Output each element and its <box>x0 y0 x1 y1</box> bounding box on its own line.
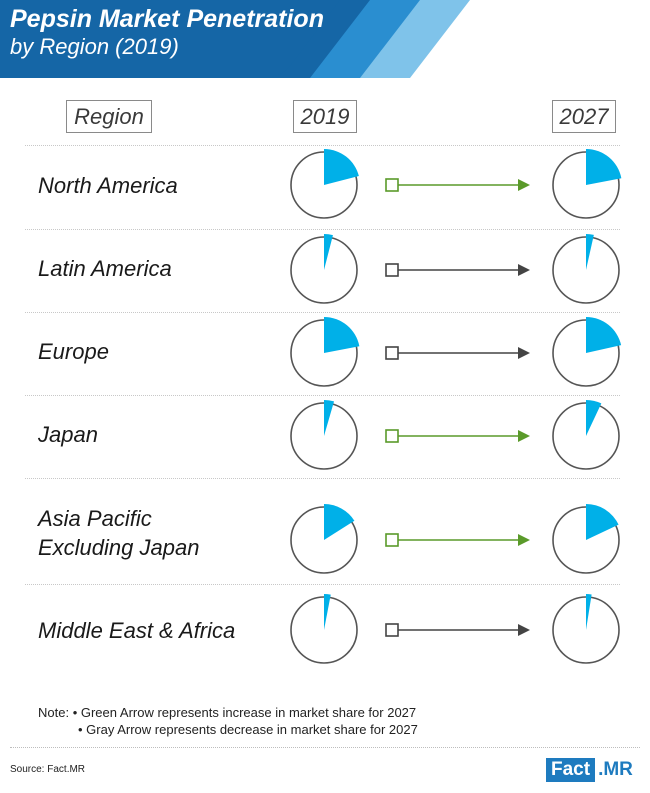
source-text: Source: Fact.MR <box>10 764 86 775</box>
arrow-head-latin-america <box>518 264 530 276</box>
row-divider <box>25 312 620 313</box>
pie-2019-europe-slice <box>324 317 360 353</box>
pie-2019-north-america-slice <box>324 149 359 185</box>
column-header-2027: 2027 <box>552 100 616 133</box>
arrow-start-japan <box>385 429 399 443</box>
arrow-head-europe <box>518 347 530 359</box>
logo-part-1: Fact <box>546 758 596 782</box>
note-gray-arrow: • Gray Arrow represents decrease in mark… <box>78 722 418 737</box>
chart-title: Pepsin Market Penetration <box>10 5 324 33</box>
region-label-asia-pacific-line1: Asia Pacific <box>38 506 152 531</box>
logo-part-2: .MR <box>598 759 633 780</box>
note-prefix: Note: <box>38 705 70 720</box>
row-divider <box>25 584 620 585</box>
arrow-head-japan <box>518 430 530 442</box>
region-label-north-america: North America <box>38 173 178 198</box>
arrow-start-europe <box>385 346 399 360</box>
header-banner <box>0 0 470 78</box>
column-header-region: Region <box>66 100 152 133</box>
region-label-latin-america: Latin America <box>38 256 172 281</box>
pie-2027-asia-pacific-excluding-japan-slice <box>586 504 619 540</box>
row-divider <box>25 395 620 396</box>
arrow-head-middle-east-africa <box>518 624 530 636</box>
pie-2027-north-america-slice <box>586 149 622 185</box>
region-label-japan: Japan <box>38 422 98 447</box>
chart-subtitle: by Region (2019) <box>10 34 179 59</box>
column-header-2019: 2019 <box>293 100 357 133</box>
row-divider <box>25 478 620 479</box>
pie-2019-latin-america-slice <box>324 234 333 270</box>
row-divider <box>25 229 620 230</box>
pie-chart-area <box>290 149 622 664</box>
pie-2019-middle-east-africa-slice <box>324 594 331 630</box>
notes: Note: • Green Arrow represents increase … <box>38 704 418 738</box>
title-block: Pepsin Market Penetration by Region (201… <box>10 4 324 60</box>
pie-2027-latin-america-slice <box>586 234 594 270</box>
pie-2027-middle-east-africa-slice <box>586 594 592 630</box>
factmr-logo: Fact .MR <box>546 758 636 782</box>
pie-2019-japan-slice <box>324 400 335 436</box>
region-label-asia-pacific-line2: Excluding Japan <box>38 535 200 560</box>
arrow-start-middle-east-africa <box>385 623 399 637</box>
arrow-start-asia-pacific-excluding-japan <box>385 533 399 547</box>
region-label-europe: Europe <box>38 339 109 364</box>
arrow-head-north-america <box>518 179 530 191</box>
pie-2027-japan-slice <box>586 400 602 436</box>
footer-divider <box>10 747 640 748</box>
arrow-start-north-america <box>385 178 399 192</box>
pie-2027-europe-slice <box>586 317 622 353</box>
note-green-arrow: • Green Arrow represents increase in mar… <box>72 705 417 720</box>
row-divider <box>25 145 620 146</box>
region-label-middle-east-africa: Middle East & Africa <box>38 618 236 643</box>
arrow-start-latin-america <box>385 263 399 277</box>
pie-2019-asia-pacific-excluding-japan-slice <box>324 504 355 540</box>
arrow-head-asia-pacific-excluding-japan <box>518 534 530 546</box>
